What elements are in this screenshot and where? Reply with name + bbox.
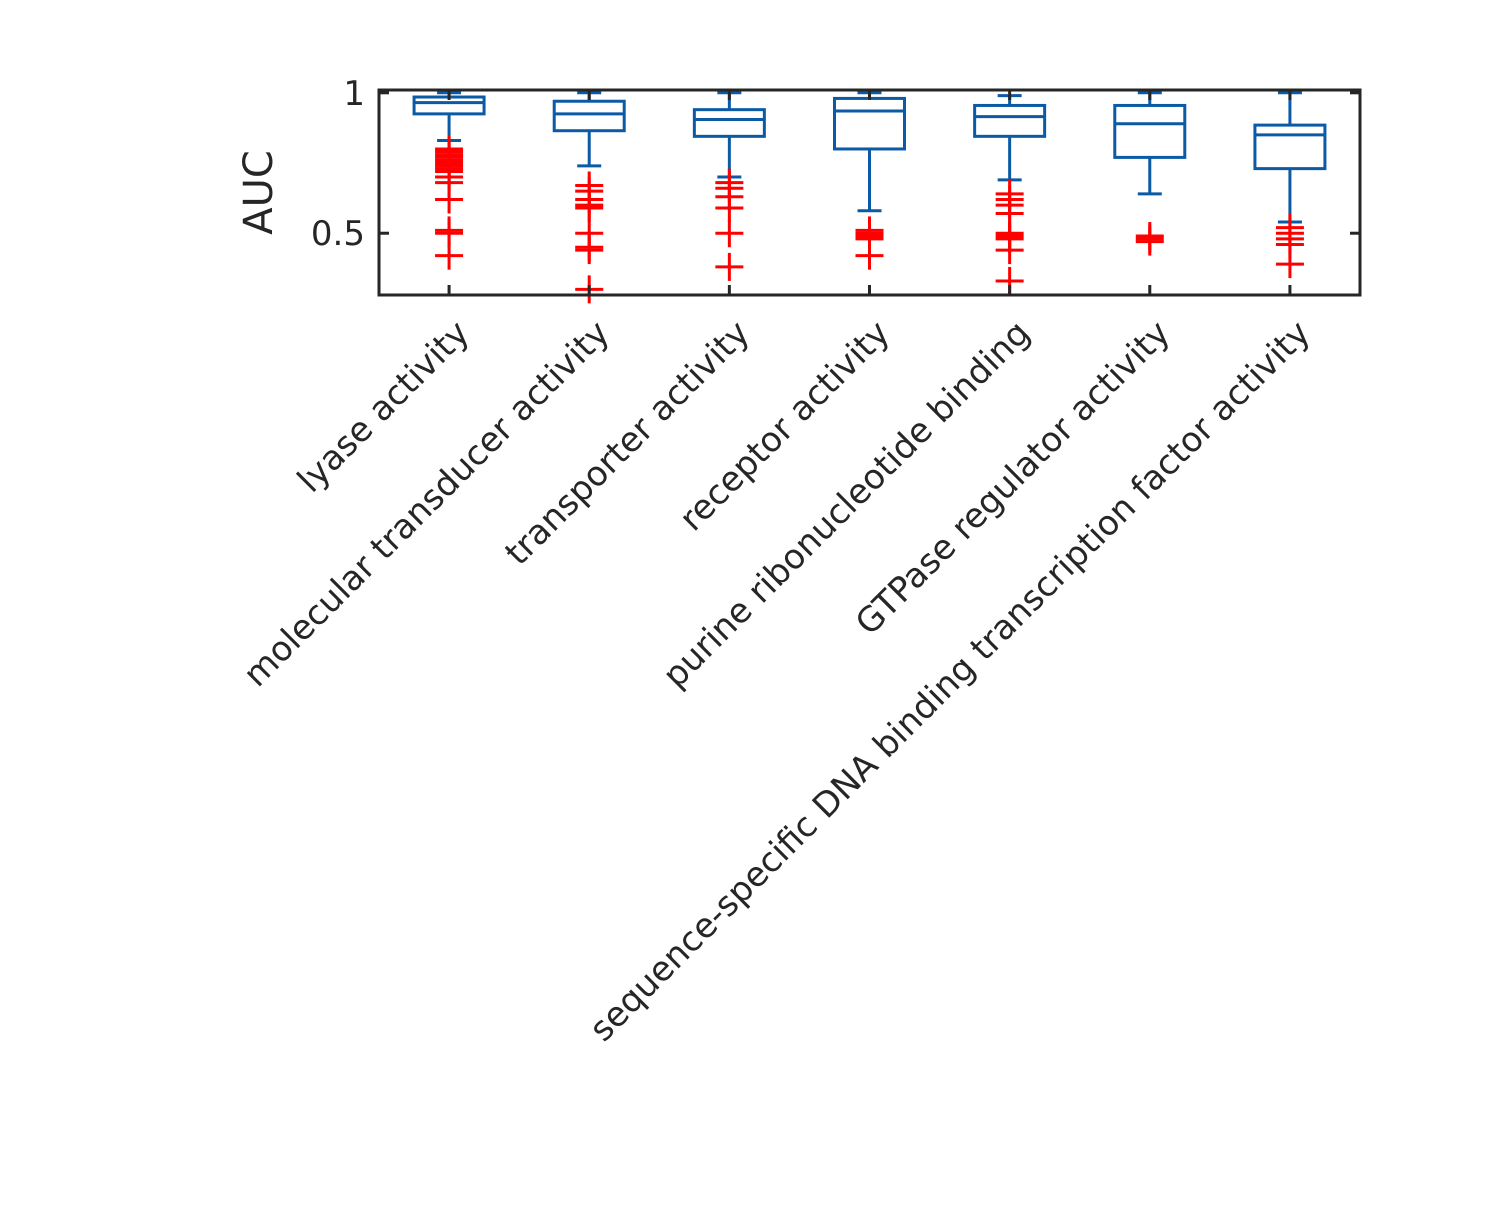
iqr-box xyxy=(692,108,766,138)
iqr-box xyxy=(1253,123,1327,171)
box-group-7 xyxy=(1253,91,1327,224)
box-group-6 xyxy=(1113,91,1187,196)
outlier-marker xyxy=(575,193,604,222)
outlier-marker xyxy=(1135,227,1164,256)
y-tick-label: 0.5 xyxy=(311,214,365,254)
outlier-marker xyxy=(995,236,1024,265)
outlier-marker xyxy=(575,236,604,265)
outlier-marker xyxy=(715,252,744,281)
box-group-1 xyxy=(412,91,486,143)
box-group-4 xyxy=(833,91,906,213)
box-group-5 xyxy=(973,94,1047,182)
outlier-marker xyxy=(1275,250,1304,279)
outlier-marker xyxy=(435,185,464,214)
outlier-marker xyxy=(715,193,744,222)
x-tick-label: transporter activity xyxy=(497,313,757,573)
y-axis-label: AUC xyxy=(236,150,282,235)
box-group-2 xyxy=(552,91,626,168)
outliers-layer xyxy=(435,134,1304,304)
outlier-marker xyxy=(715,219,744,248)
iqr-box xyxy=(552,99,626,133)
iqr-box xyxy=(833,96,906,151)
iqr-box xyxy=(1113,103,1187,159)
axes-layer xyxy=(377,88,1362,297)
outlier-marker xyxy=(435,241,464,270)
box-group-3 xyxy=(692,91,766,179)
outlier-marker xyxy=(855,241,884,270)
y-tick-label: 1 xyxy=(343,74,365,114)
iqr-box xyxy=(973,103,1047,138)
boxes-layer xyxy=(412,91,1327,224)
